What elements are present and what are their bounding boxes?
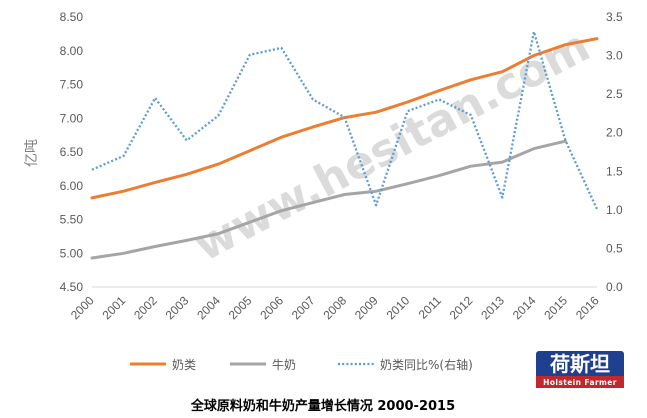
- x-tick-label: 2004: [194, 293, 223, 322]
- x-tick-label: 2016: [573, 293, 602, 322]
- series-line-2: [90, 139, 567, 260]
- y-right-tick-label: 1.0: [606, 203, 623, 217]
- logo: 荷斯坦 Holstein Farmer: [536, 351, 624, 388]
- legend-label: 奶类: [172, 358, 196, 372]
- x-tick-label: 2015: [541, 293, 570, 322]
- x-tick-label: 2009: [352, 293, 381, 322]
- y-left-tick-label: 4.50: [60, 280, 84, 294]
- logo-subbar: [536, 376, 624, 388]
- y-left-tick-label: 6.50: [60, 145, 84, 159]
- x-tick-label: 2013: [478, 293, 507, 322]
- x-tick-label: 2003: [163, 293, 192, 322]
- x-tick-label: 2007: [289, 293, 318, 322]
- y-right-tick-label: 3.5: [606, 10, 623, 24]
- x-tick-label: 2014: [510, 293, 539, 322]
- y-left-tick-label: 5.00: [60, 246, 84, 260]
- y-right-tick-label: 3.0: [606, 49, 623, 63]
- y-left-tick-label: 8.00: [60, 44, 84, 58]
- legend-label: 奶类同比%(右轴): [380, 357, 473, 372]
- x-tick-label: 2010: [384, 293, 413, 322]
- series-layer: [90, 30, 599, 260]
- y-right-tick-label: 1.5: [606, 164, 623, 178]
- y-left-tick-label: 7.50: [60, 78, 84, 92]
- legend: 奶类 牛奶 奶类同比%(右轴): [130, 357, 473, 372]
- y-left-tick-label: 8.50: [60, 10, 84, 24]
- chart-caption: 全球原料奶和牛奶产量增长情况 2000-2015: [190, 398, 455, 414]
- y-left-tick-label: 5.50: [60, 213, 84, 227]
- x-tick-label: 2012: [447, 293, 476, 322]
- y-right-tick-label: 2.5: [606, 87, 623, 101]
- x-tick-label: 2006: [257, 293, 286, 322]
- y-left-tick-label: 6.00: [60, 179, 84, 193]
- legend-label: 牛奶: [272, 357, 296, 372]
- y-right-tick-label: 0.5: [606, 241, 623, 255]
- series-line-3: [91, 30, 599, 210]
- x-tick-label: 2011: [416, 293, 444, 321]
- y-right-tick-label: 2.0: [606, 126, 623, 140]
- y-left-tick-label: 7.00: [60, 111, 84, 125]
- x-tick-label: 2005: [226, 293, 255, 322]
- x-tick-label: 2002: [131, 293, 160, 322]
- y-right-tick-label: 0.0: [606, 280, 623, 294]
- y-axis-label: 亿吨: [24, 139, 40, 167]
- x-tick-label: 2001: [99, 293, 128, 322]
- logo-main-text: 荷斯坦: [550, 352, 610, 376]
- x-tick-label: 2008: [320, 293, 349, 322]
- logo-sub-text: Holstein Farmer: [543, 378, 617, 387]
- x-tick-label: 2000: [68, 293, 97, 322]
